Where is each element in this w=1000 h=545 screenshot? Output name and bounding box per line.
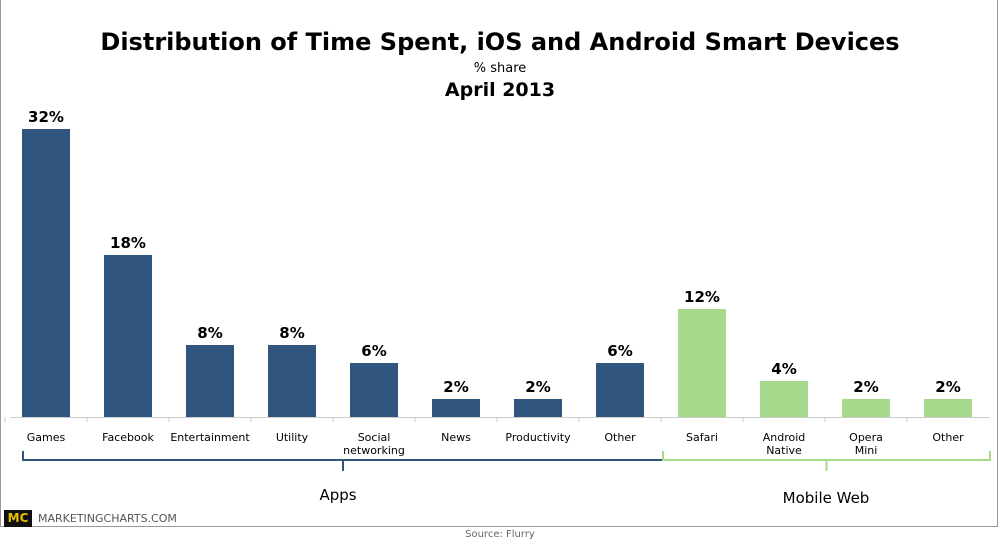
bar xyxy=(596,363,644,417)
bar xyxy=(514,399,562,417)
category-label: Productivity xyxy=(505,431,571,444)
bar xyxy=(760,381,808,417)
data-label: 2% xyxy=(443,378,468,396)
category-label: Entertainment xyxy=(170,431,250,444)
category-label: Safari xyxy=(686,431,718,444)
data-label: 2% xyxy=(525,378,550,396)
bar xyxy=(678,309,726,417)
category-label: Facebook xyxy=(102,431,154,444)
group-label: Mobile Web xyxy=(783,489,870,507)
category-label: Utility xyxy=(276,431,309,444)
site-name: MARKETINGCHARTS.COM xyxy=(38,512,177,525)
data-label: 8% xyxy=(197,324,222,342)
bar xyxy=(104,255,152,417)
bar xyxy=(268,345,316,417)
data-label: 32% xyxy=(28,108,64,126)
category-label: networking xyxy=(343,444,405,457)
data-label: 8% xyxy=(279,324,304,342)
bar xyxy=(842,399,890,417)
source-note: Source: Flurry xyxy=(465,529,535,540)
bar xyxy=(350,363,398,417)
chart-title: Distribution of Time Spent, iOS and Andr… xyxy=(100,28,900,56)
category-label: Opera xyxy=(849,431,883,444)
bar xyxy=(924,399,972,417)
category-label: News xyxy=(441,431,471,444)
data-label: 6% xyxy=(361,342,386,360)
chart-date: April 2013 xyxy=(444,79,556,101)
chart-subtitle: % share xyxy=(473,61,527,76)
category-label: Games xyxy=(27,431,66,444)
group-label: Apps xyxy=(319,486,356,504)
bar xyxy=(432,399,480,417)
data-label: 4% xyxy=(771,360,796,378)
data-label: 2% xyxy=(935,378,960,396)
data-label: 6% xyxy=(607,342,632,360)
data-label: 12% xyxy=(684,288,720,306)
chart-frame xyxy=(0,0,998,527)
category-label: Other xyxy=(932,431,964,444)
data-label: 2% xyxy=(853,378,878,396)
category-label: Mini xyxy=(855,444,878,457)
group-bracket xyxy=(662,451,991,471)
category-label: Other xyxy=(604,431,636,444)
category-label: Android xyxy=(763,431,806,444)
data-label: 18% xyxy=(110,234,146,252)
bar xyxy=(186,345,234,417)
bar xyxy=(22,129,70,417)
category-label: Native xyxy=(766,444,802,457)
category-label: Social xyxy=(358,431,391,444)
logo: MC xyxy=(4,510,32,527)
